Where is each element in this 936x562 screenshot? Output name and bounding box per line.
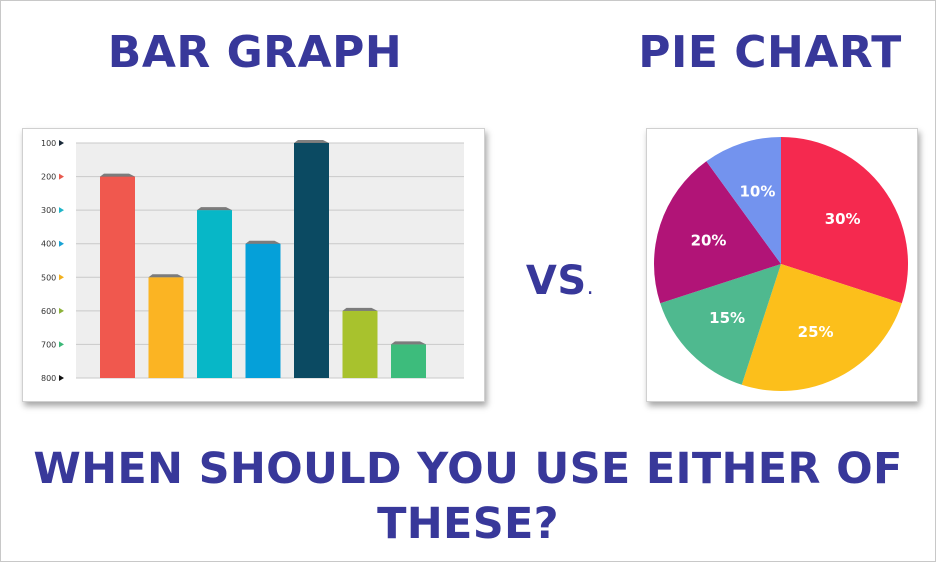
- bar-cap: [294, 140, 329, 143]
- pie-slice: [660, 264, 781, 385]
- y-tick-marker-icon: [59, 240, 64, 247]
- y-tick-label: 300: [41, 206, 56, 215]
- pie-slice-label: 30%: [825, 210, 861, 228]
- y-tick-label: 600: [41, 307, 56, 316]
- y-tick-marker-icon: [59, 341, 64, 348]
- bar: [148, 277, 184, 378]
- y-tick-marker-icon: [59, 307, 64, 314]
- y-tick-marker-icon: [59, 375, 64, 381]
- bar: [342, 310, 378, 378]
- bar: [197, 210, 232, 378]
- y-tick-label: 100: [41, 139, 56, 148]
- y-tick-label: 500: [41, 273, 56, 282]
- pie-slice-label: 10%: [739, 183, 775, 201]
- pie-slice-label: 25%: [798, 323, 834, 341]
- vs-label: VS.: [490, 258, 630, 304]
- vs-text: VS: [525, 258, 587, 304]
- bar-graph-title: BAR GRAPH: [107, 27, 403, 78]
- bar-chart-card: 100 200 300 400 500 600 700 800: [22, 128, 485, 402]
- bar: [391, 344, 426, 378]
- y-tick-marker-icon: [59, 140, 64, 146]
- pie-slice: [781, 137, 908, 304]
- bar-cap: [100, 173, 135, 177]
- y-tick-marker-icon: [59, 173, 64, 180]
- pie-slice-label: 20%: [691, 231, 727, 249]
- bar-cap: [148, 274, 184, 278]
- vs-dot: .: [586, 275, 595, 300]
- bar-chart: 100 200 300 400 500 600 700 800: [41, 139, 464, 383]
- pie-slice: [706, 137, 781, 264]
- y-tick-label: 700: [41, 340, 56, 349]
- bar-cap: [197, 207, 232, 211]
- question-text: WHEN SHOULD YOU USE EITHER OF THESE?: [33, 444, 903, 549]
- bar: [100, 176, 135, 378]
- bar: [294, 143, 329, 378]
- y-tick-marker-icon: [59, 274, 64, 281]
- y-tick-label: 400: [41, 240, 56, 249]
- y-tick-label: 800: [41, 374, 56, 383]
- bar-cap: [391, 341, 426, 345]
- pie-slice: [654, 161, 781, 304]
- y-tick-label: 200: [41, 173, 56, 182]
- pie-slice-label: 15%: [709, 309, 745, 327]
- bar-cap: [342, 307, 378, 311]
- pie-chart-card: 30% 25% 15% 20% 10%: [646, 128, 918, 402]
- pie-chart: 30% 25% 15% 20% 10%: [654, 137, 908, 391]
- pie-slice: [741, 264, 902, 391]
- y-tick-marker-icon: [59, 207, 64, 214]
- pie-chart-title: PIE CHART: [638, 27, 902, 78]
- bar-cap: [245, 240, 281, 244]
- bar: [245, 243, 281, 378]
